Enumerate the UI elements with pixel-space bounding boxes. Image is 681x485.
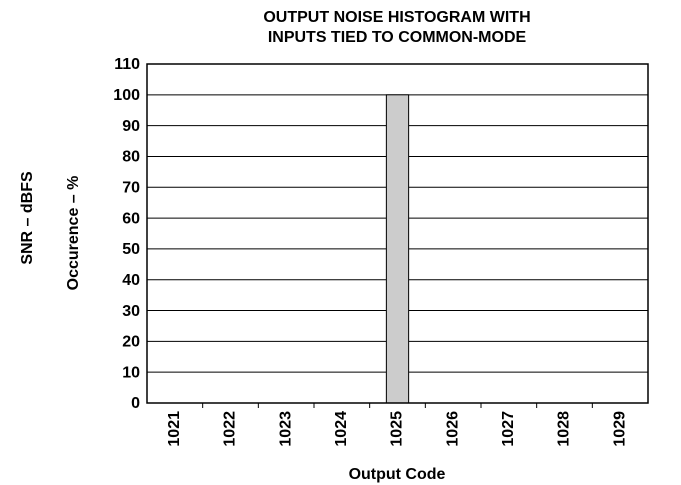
x-tick-label: 1027 <box>500 411 517 447</box>
y-tick-label: 60 <box>122 210 140 227</box>
plot-frame <box>146 63 649 404</box>
annotation: SNR – dBFS <box>19 171 36 265</box>
y-tick-label: 20 <box>122 334 140 351</box>
y-tick-label: 30 <box>122 303 140 320</box>
x-tick-label: 1029 <box>611 411 628 447</box>
y-tick-label: 70 <box>122 179 140 196</box>
y-tick-label: 40 <box>122 272 140 289</box>
chart-title: INPUTS TIED TO COMMON-MODE <box>268 29 527 46</box>
x-tick-label: 1026 <box>444 411 461 447</box>
y-tick-label: 10 <box>122 364 140 381</box>
x-tick-label: 1025 <box>389 411 406 447</box>
chart-title: OUTPUT NOISE HISTOGRAM WITH <box>263 9 530 26</box>
x-tick-label: 1022 <box>222 411 239 447</box>
y-tick-label: 90 <box>122 118 140 135</box>
x-tick-label: 1023 <box>277 411 294 447</box>
y-tick-label: 80 <box>122 149 140 166</box>
x-tick-label: 1024 <box>333 411 350 447</box>
x-tick-label: 1028 <box>556 411 573 447</box>
y-tick-label: 50 <box>122 241 140 258</box>
x-tick-label: 1021 <box>166 411 183 447</box>
bar <box>385 94 410 404</box>
y-tick-label: 110 <box>114 56 140 73</box>
y-tick-label: 0 <box>131 395 140 412</box>
x-axis-label: Output Code <box>349 466 446 483</box>
y-axis-label: Occurence – % <box>65 176 82 291</box>
y-tick-label: 100 <box>113 87 140 104</box>
